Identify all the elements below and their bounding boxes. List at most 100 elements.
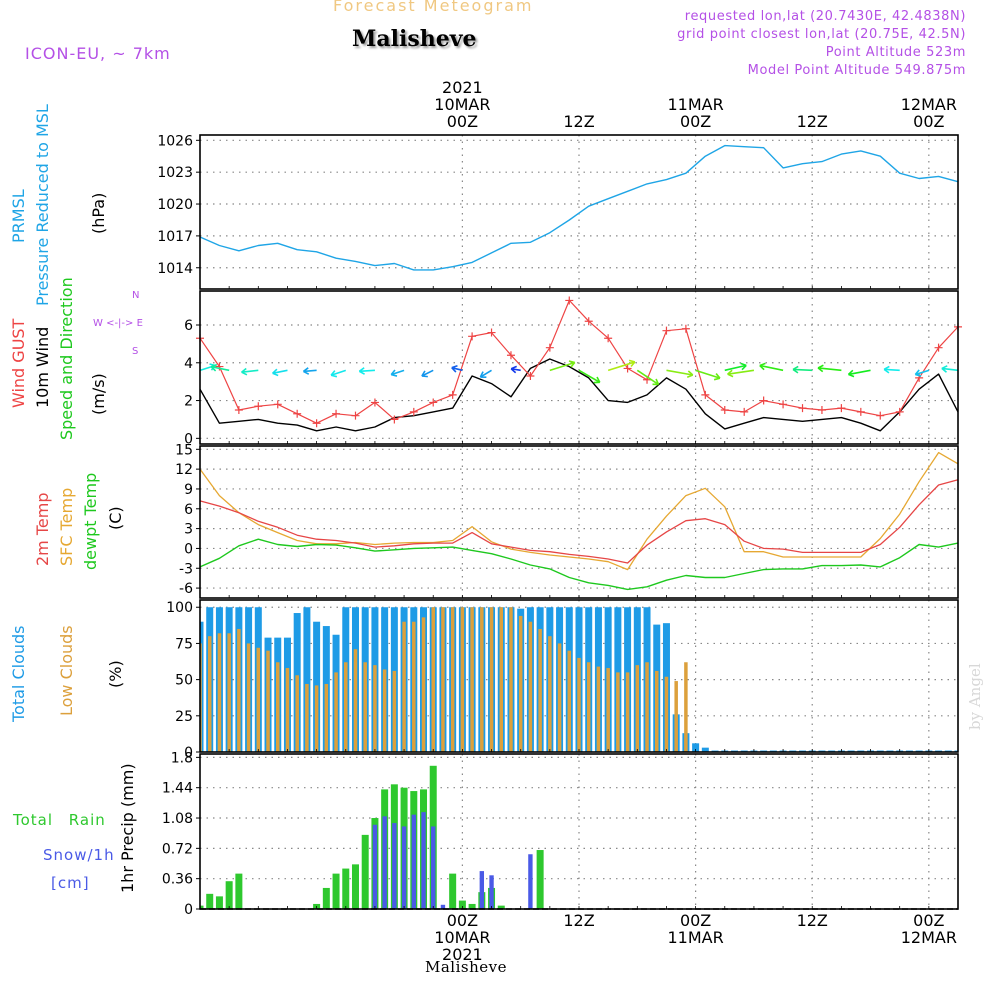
low-clouds-label: Low Clouds	[57, 625, 76, 716]
snow-bar	[372, 824, 378, 909]
low-cloud-bar	[509, 607, 513, 752]
wind-arrow	[359, 369, 375, 373]
wind-arrow-head	[272, 368, 279, 377]
top-time-label: 2021	[442, 78, 483, 97]
rain-bar	[342, 868, 350, 909]
gust-marker	[681, 324, 690, 333]
gust-line	[199, 299, 959, 424]
low-cloud-bar	[314, 685, 319, 752]
wind-arrow	[549, 361, 576, 372]
requested-coords: requested lon,lat (20.7430E, 42.4838N)	[684, 9, 966, 24]
y-tick-label: 6	[184, 502, 193, 518]
gust-marker	[662, 326, 671, 335]
gust-marker	[604, 334, 613, 343]
snow-bar	[382, 816, 387, 909]
wind-arrow	[330, 369, 347, 376]
wind-arrow-head	[686, 370, 694, 379]
y-tick-label: -3	[179, 561, 193, 577]
total-cloud-bar	[692, 743, 700, 752]
wind-arrow	[848, 369, 871, 376]
t2m-label: 2m Temp	[33, 492, 52, 567]
low-cloud-bar	[256, 647, 261, 752]
sfc-temp-line	[199, 451, 959, 571]
y-tick-label: 0.36	[162, 872, 193, 888]
wind-arrow-head	[740, 362, 747, 371]
bottom-time-label: 11MAR	[667, 928, 723, 947]
wind-arrow	[479, 369, 492, 378]
low-cloud-bar	[305, 683, 309, 752]
gust-marker	[332, 409, 341, 418]
low-cloud-bar	[324, 683, 329, 752]
top-time-label: 12Z	[563, 112, 594, 131]
low-cloud-bar	[207, 636, 212, 752]
low-cloud-bar	[402, 621, 406, 752]
low-cloud-bar	[606, 668, 610, 752]
low-cloud-bar	[480, 607, 484, 752]
y-tick-label: 9	[184, 482, 193, 498]
wind-arrow-head	[421, 370, 428, 378]
y-tick-label: 3	[184, 522, 193, 538]
snow-unit-label: [cm]	[51, 874, 90, 892]
y-tick-label: 1014	[157, 261, 193, 277]
low-cloud-bar	[275, 662, 280, 752]
wind-arrow	[511, 367, 521, 372]
low-cloud-bar	[227, 633, 231, 752]
y-tick-label: 50	[175, 673, 193, 689]
wind10-label: 10m Wind	[33, 326, 52, 408]
low-cloud-bar	[586, 662, 591, 752]
wind-dir-label: Speed and Direction	[57, 277, 76, 440]
top-time-label: 12MAR	[901, 95, 957, 114]
pressure-name-label: PRMSL	[9, 189, 28, 243]
top-time-label: 00Z	[913, 112, 944, 131]
wind-arrow-head	[451, 365, 458, 373]
y-tick-label: 1.08	[162, 811, 193, 827]
rain-bar	[206, 893, 214, 909]
y-tick-label: -6	[179, 581, 193, 597]
rain-label: Total Rain	[13, 811, 106, 829]
wind-arrow	[666, 369, 693, 376]
low-cloud-bar	[616, 672, 620, 752]
low-cloud-bar	[684, 662, 688, 752]
point-altitude: Point Altitude 523m	[825, 45, 966, 60]
gust-marker	[506, 351, 515, 360]
product-title: Forecast Meteogram	[333, 0, 534, 15]
wind-arrow-head	[759, 362, 766, 371]
low-cloud-bar	[266, 650, 270, 752]
gust-marker	[895, 407, 904, 416]
model-altitude: Model Point Altitude 549.875m	[747, 63, 966, 78]
snow-bar	[421, 812, 426, 909]
rain-bar	[225, 881, 233, 909]
wind-arrow-head	[358, 367, 365, 375]
gust-marker	[409, 407, 418, 416]
wind-compass-we: W <-|-> E	[93, 318, 143, 329]
gust-marker	[351, 411, 360, 420]
low-cloud-bar	[635, 665, 640, 752]
gust-marker	[817, 406, 826, 414]
wind-arrow-head	[593, 376, 601, 384]
top-time-label: 00Z	[680, 112, 711, 131]
wind-arrow	[211, 365, 230, 372]
rain-bar	[468, 903, 476, 909]
top-time-label: 11MAR	[667, 95, 723, 114]
top-time-label: 00Z	[447, 112, 478, 131]
low-cloud-bar	[460, 607, 465, 752]
gust-marker	[545, 343, 554, 352]
bottom-time-label: 10MAR	[434, 928, 490, 947]
wind-arrow	[241, 369, 259, 373]
gust-marker	[934, 343, 943, 352]
bottom-time-label: 12MAR	[901, 928, 957, 947]
y-tick-label: 25	[175, 709, 193, 725]
gust-marker	[312, 419, 321, 428]
low-cloud-bar	[450, 607, 455, 752]
temp-unit-label: (C)	[106, 506, 125, 530]
rain-bar	[449, 873, 457, 909]
gust-marker	[701, 390, 710, 399]
low-cloud-bar	[344, 662, 348, 752]
gust-marker	[876, 411, 885, 420]
bottom-time-label: 00Z	[680, 911, 711, 930]
gust-marker	[584, 317, 593, 326]
wind-compass-n: N	[132, 290, 140, 301]
y-tick-label: 1.8	[171, 750, 193, 766]
wind10-line	[199, 358, 959, 432]
